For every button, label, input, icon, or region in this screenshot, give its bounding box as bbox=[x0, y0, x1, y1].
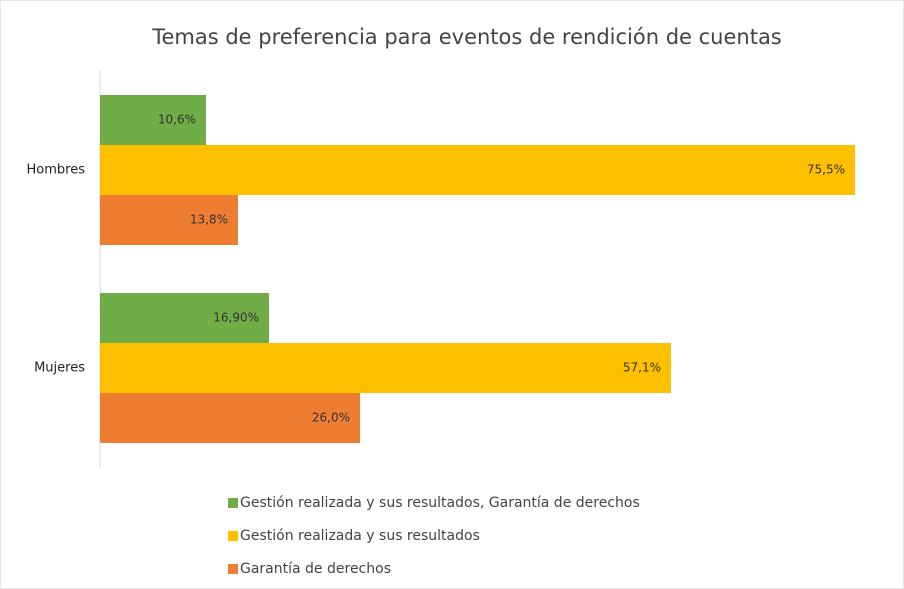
bar bbox=[100, 293, 269, 343]
legend-label: Gestión realizada y sus resultados, Gara… bbox=[240, 495, 640, 511]
value-label: 16,90% bbox=[213, 311, 259, 325]
value-label: 10,6% bbox=[158, 113, 196, 127]
value-label: 57,1% bbox=[623, 361, 661, 375]
value-label: 75,5% bbox=[807, 163, 845, 177]
legend-label: Garantía de derechos bbox=[240, 561, 391, 577]
bar bbox=[100, 145, 855, 195]
legend-swatch bbox=[228, 531, 238, 541]
category-label: Hombres bbox=[27, 163, 86, 178]
legend-swatch bbox=[228, 564, 238, 574]
chart-title: Temas de preferencia para eventos de ren… bbox=[151, 25, 782, 49]
legend-label: Gestión realizada y sus resultados bbox=[240, 528, 480, 544]
bar bbox=[100, 393, 360, 443]
legend-swatch bbox=[228, 498, 238, 508]
bar bbox=[100, 95, 206, 145]
bar bbox=[100, 195, 238, 245]
value-label: 13,8% bbox=[190, 213, 228, 227]
category-label: Mujeres bbox=[34, 361, 85, 376]
value-label: 26,0% bbox=[312, 411, 350, 425]
bar bbox=[100, 343, 671, 393]
